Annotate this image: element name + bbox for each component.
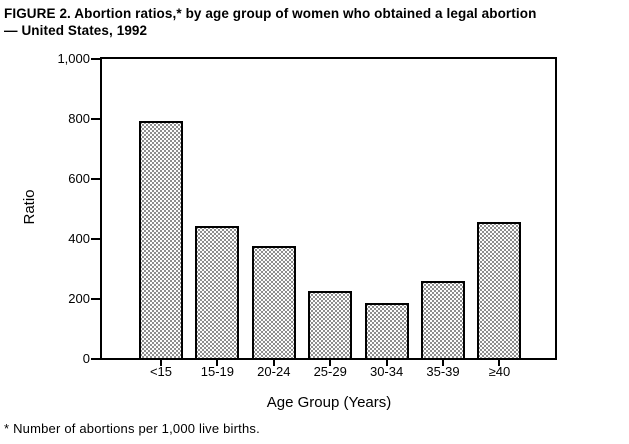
y-tick-label: 0 [82,350,90,366]
bar-20-24 [251,246,296,358]
x-tick [160,360,162,366]
bar-35-39 [421,281,465,358]
y-tick-label: 1,000 [57,50,90,66]
x-tick-label: ≥40 [488,364,511,379]
x-tick-label: <15 [149,364,173,379]
x-tick [272,360,275,366]
bar-<15 [139,121,183,358]
bar-15-19 [195,226,240,358]
y-tick-label: 800 [68,110,90,126]
x-tick [216,360,219,366]
footnote: * Number of abortions per 1,000 live bir… [4,421,260,436]
bar-≥40 [477,222,522,358]
x-tick [498,360,501,366]
x-axis-title: Age Group (Years) [266,394,392,411]
x-tick-label: 20-24 [257,364,291,379]
y-tick-label: 200 [68,290,90,306]
y-tick [91,357,100,360]
bar-25-29 [308,291,353,358]
x-tick-label: 25-29 [313,364,347,379]
figure-title: FIGURE 2. Abortion ratios,* by age group… [4,6,537,38]
y-tick [91,117,100,120]
plot-area [100,57,557,360]
y-tick-label: 400 [68,230,90,246]
x-tick [442,360,444,366]
bar-30-34 [364,303,409,358]
y-tick [91,177,100,180]
x-tick [385,360,388,366]
x-tick [329,360,332,366]
y-tick [91,297,100,300]
y-tick-label: 600 [68,170,90,186]
y-tick [91,237,100,240]
x-tick-label: 35-39 [426,364,460,379]
y-tick [91,57,100,60]
x-tick-label: 30-34 [369,364,404,379]
x-tick-label: 15-19 [200,364,235,379]
